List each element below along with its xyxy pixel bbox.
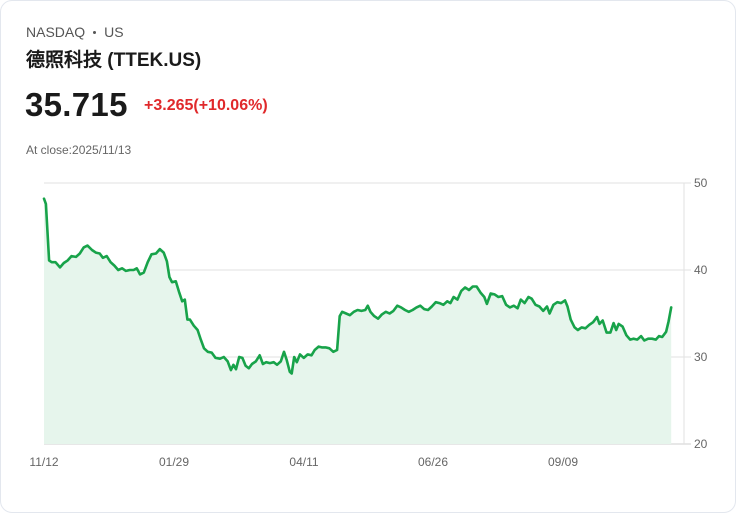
exchange-info: NASDAQ US bbox=[26, 24, 124, 40]
price-line[interactable] bbox=[42, 197, 673, 375]
market-name: US bbox=[104, 24, 124, 40]
price-change: +3.265(+10.06%) bbox=[144, 97, 268, 114]
price-area-fill bbox=[44, 198, 672, 444]
y-tick-label: 50 bbox=[694, 176, 708, 190]
separator-dot-icon bbox=[93, 30, 97, 34]
y-axis: 50 40 30 20 bbox=[694, 176, 708, 451]
x-tick-label: 11/12 bbox=[29, 455, 58, 469]
exchange-name: NASDAQ bbox=[26, 24, 86, 40]
x-axis: 11/12 01/29 04/11 06/26 09/09 bbox=[29, 455, 578, 469]
x-tick-label: 01/29 bbox=[159, 455, 189, 469]
x-tick-label: 04/11 bbox=[289, 455, 318, 469]
stock-price: 35.715 bbox=[25, 86, 128, 123]
x-tick-label: 09/09 bbox=[548, 455, 578, 469]
close-timestamp: At close:2025/11/13 bbox=[26, 143, 132, 157]
x-tick-label: 06/26 bbox=[418, 455, 448, 469]
stock-title: 德照科技 (TTEK.US) bbox=[26, 50, 202, 71]
y-tick-label: 30 bbox=[694, 350, 708, 364]
y-tick-label: 40 bbox=[694, 263, 708, 277]
y-tick-label: 20 bbox=[694, 437, 708, 451]
